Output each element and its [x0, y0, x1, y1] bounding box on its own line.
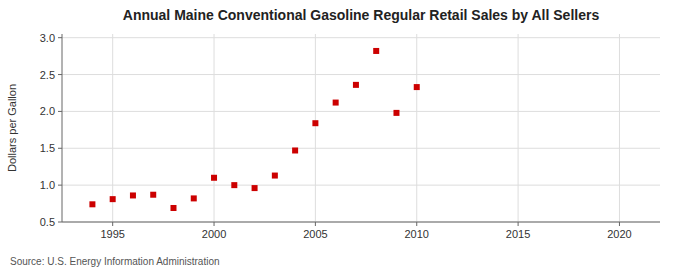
tick [58, 185, 62, 186]
point [110, 196, 116, 202]
point [414, 84, 420, 90]
grid-line [315, 34, 316, 222]
tick [214, 222, 215, 226]
point [252, 185, 258, 191]
tick-label: 1.0 [40, 179, 55, 191]
title: Annual Maine Conventional Gasoline Regul… [123, 7, 600, 23]
point [150, 192, 156, 198]
point [373, 48, 379, 54]
grid-line [62, 222, 660, 223]
grid-line [62, 185, 660, 186]
tick-label: 2.0 [40, 105, 55, 117]
grid-line [62, 74, 660, 75]
grid-line [62, 111, 660, 112]
tick [416, 222, 417, 226]
tick [112, 222, 113, 226]
tick-label: 0.5 [40, 216, 55, 228]
tick-label: 2000 [202, 228, 226, 240]
tick [58, 148, 62, 149]
point [393, 110, 399, 116]
point [191, 195, 197, 201]
tick [58, 74, 62, 75]
grid-line [214, 34, 215, 222]
source-note: Source: U.S. Energy Information Administ… [10, 256, 220, 267]
chart: 1995 2000 2005 2010 2015 2020 0.5 1.0 1.5 2.0 2.5 3… [0, 0, 675, 275]
grid-line [62, 37, 660, 38]
point [292, 147, 298, 153]
grid-line [518, 34, 519, 222]
tick-label: 2010 [405, 228, 429, 240]
tick-label: 2015 [506, 228, 530, 240]
point [89, 201, 95, 207]
grid [62, 34, 660, 222]
tick-label: 3.0 [40, 32, 55, 44]
point [211, 175, 217, 181]
point [353, 82, 359, 88]
grid-line [62, 148, 660, 149]
tick [315, 222, 316, 226]
points [89, 48, 419, 211]
grid-line [112, 34, 113, 222]
tick-label: 1995 [100, 228, 124, 240]
y-axis [62, 34, 63, 222]
grid-line [619, 34, 620, 222]
point [170, 205, 176, 211]
point [231, 182, 237, 188]
point [312, 120, 318, 126]
axes: 1995 2000 2005 2010 2015 2020 0.5 1.0 1.5 2.0 2.5 3… [40, 32, 660, 240]
x-axis [62, 222, 660, 223]
point [130, 192, 136, 198]
tick [58, 37, 62, 38]
tick-label: 2005 [303, 228, 327, 240]
tick [619, 222, 620, 226]
point [272, 173, 278, 179]
tick-label: 1.5 [40, 142, 55, 154]
tick [518, 222, 519, 226]
tick-label: 2.5 [40, 69, 55, 81]
tick [58, 222, 62, 223]
tick-label: 2020 [607, 228, 631, 240]
point [333, 100, 339, 106]
grid-line [416, 34, 417, 222]
y-axis-label: Dollars per Gallon [6, 84, 18, 172]
tick [58, 111, 62, 112]
